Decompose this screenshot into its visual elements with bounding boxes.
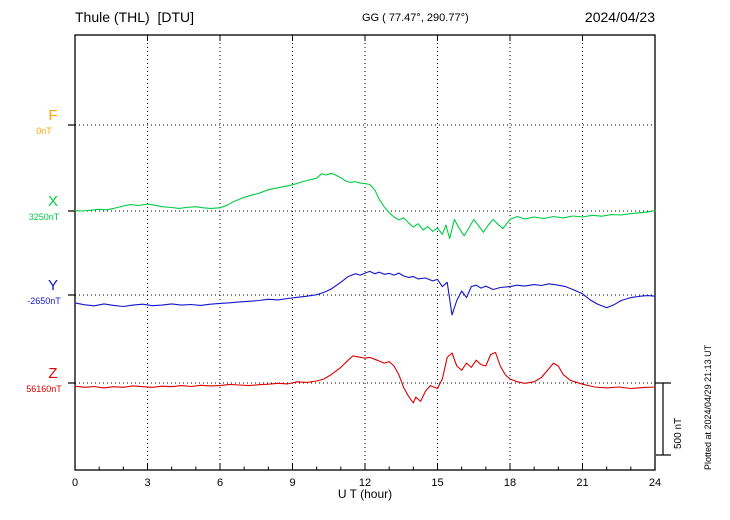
trace-X bbox=[74, 172, 656, 240]
station-title: Thule (THL) [DTU] bbox=[75, 9, 195, 25]
component-label-F: F bbox=[48, 107, 58, 124]
component-baseline-value-F: 0nT bbox=[36, 126, 52, 136]
component-baseline-value-Y: -2650nT bbox=[27, 296, 61, 306]
component-baseline-value-X: 3250nT bbox=[28, 212, 60, 222]
trace-Z bbox=[74, 351, 656, 404]
x-tick-label: 9 bbox=[289, 477, 295, 489]
plot-frame bbox=[74, 34, 656, 471]
x-tick-label: 12 bbox=[359, 477, 371, 489]
x-tick-label: 15 bbox=[431, 477, 443, 489]
x-tick-label: 24 bbox=[649, 477, 661, 489]
trace-Y bbox=[74, 270, 656, 316]
scale-bar-label: 500 nT bbox=[673, 417, 684, 449]
geographic-coordinates: GG ( 77.47°, 290.77°) bbox=[362, 12, 469, 24]
plot-date: 2024/04/23 bbox=[584, 9, 655, 25]
component-label-Y: Y bbox=[47, 277, 58, 294]
x-axis-label: U T (hour) bbox=[337, 487, 393, 501]
x-tick-label: 6 bbox=[217, 477, 223, 489]
x-tick-label: 21 bbox=[576, 477, 588, 489]
component-label-X: X bbox=[47, 193, 58, 210]
x-tick-label: 18 bbox=[504, 477, 516, 489]
x-tick-label: 3 bbox=[144, 477, 150, 489]
component-label-Z: Z bbox=[48, 365, 58, 382]
plotted-at-note: Plotted at 2024/04/29 21:13 UT bbox=[703, 344, 713, 470]
x-tick-label: 0 bbox=[72, 477, 78, 489]
component-baseline-value-Z: 56160nT bbox=[26, 384, 62, 394]
